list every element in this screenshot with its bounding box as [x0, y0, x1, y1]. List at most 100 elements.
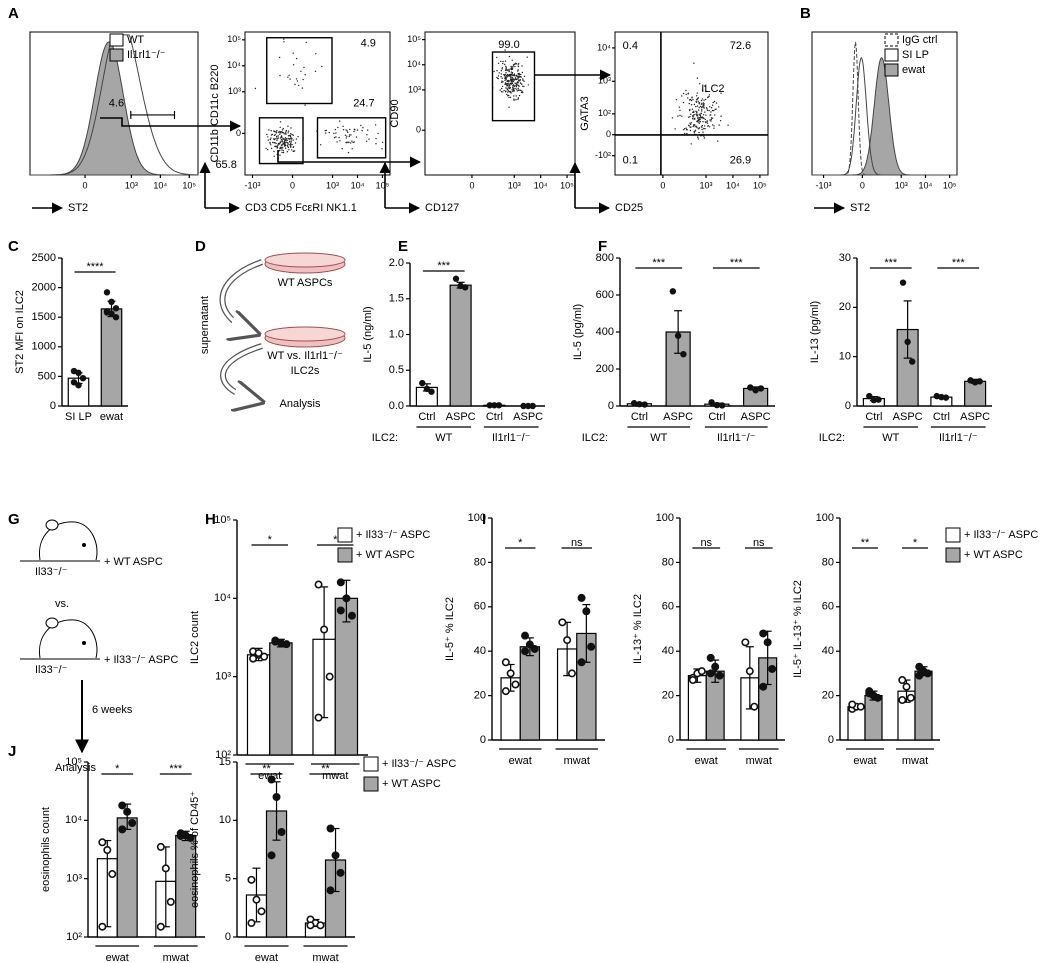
- event-dot: [697, 100, 699, 103]
- y-tick-label: 5: [225, 873, 231, 885]
- event-dot: [374, 124, 377, 126]
- event-dot: [276, 137, 278, 139]
- data-point: [521, 631, 530, 640]
- event-dot: [302, 78, 304, 81]
- event-dot: [703, 135, 705, 137]
- event-dot: [696, 92, 698, 94]
- event-dot: [681, 115, 683, 117]
- event-dot: [285, 138, 287, 141]
- y-tick-label: 10³: [66, 873, 82, 885]
- significance-label: ns: [571, 537, 583, 549]
- group-label: Il1rl1⁻/⁻: [492, 432, 531, 444]
- category-label: SI LP: [65, 411, 92, 423]
- event-dot: [516, 90, 518, 92]
- legend-swatch: [884, 48, 899, 62]
- event-dot: [711, 117, 714, 120]
- event-dot: [285, 131, 287, 133]
- event-dot: [693, 111, 695, 114]
- data-point: [166, 897, 175, 906]
- endpoint: Analysis: [55, 762, 96, 774]
- event-dot: [510, 76, 512, 79]
- event-dot: [321, 65, 323, 68]
- event-dot: [360, 124, 362, 127]
- event-dot: [678, 106, 680, 108]
- event-dot: [280, 132, 282, 134]
- event-dot: [274, 145, 277, 148]
- category-label: Ctrl: [708, 411, 725, 423]
- event-dot: [290, 143, 292, 145]
- event-dot: [703, 128, 705, 130]
- significance-label: ***: [169, 763, 183, 775]
- data-point: [495, 402, 503, 409]
- event-dot: [688, 102, 690, 105]
- plot-frame: [424, 31, 576, 176]
- event-dot: [504, 63, 506, 66]
- y-tick-label: 500: [38, 370, 56, 382]
- y-tick-label: 800: [596, 252, 614, 264]
- event-dot: [519, 89, 521, 91]
- mouse-icon: [45, 617, 59, 629]
- event-dot: [510, 65, 512, 68]
- event-dot: [501, 80, 503, 82]
- y-tick-label: 0: [50, 400, 56, 412]
- annotation: ILC2: [701, 83, 724, 95]
- legend-swatch: [109, 33, 124, 47]
- y-axis-label: eosinophils count: [40, 807, 52, 892]
- event-dot: [499, 89, 501, 91]
- event-dot: [287, 132, 289, 134]
- event-dot: [361, 130, 363, 132]
- event-dot: [517, 87, 519, 90]
- event-dot: [284, 145, 286, 147]
- legend-swatch: [337, 547, 353, 563]
- event-dot: [277, 135, 279, 137]
- event-dot: [351, 140, 353, 142]
- event-dot: [515, 95, 517, 97]
- event-dot: [285, 133, 287, 135]
- event-dot: [703, 107, 705, 109]
- duration: 6 weeks: [92, 704, 133, 716]
- event-dot: [511, 89, 513, 91]
- panel-letter: F: [598, 238, 607, 255]
- event-dot: [290, 133, 292, 135]
- event-dot: [520, 89, 522, 92]
- event-dot: [334, 128, 337, 131]
- y-tick-label: 1.5: [389, 293, 404, 305]
- data-point: [577, 593, 586, 602]
- event-dot: [714, 114, 716, 116]
- event-dot: [506, 69, 508, 71]
- event-dot: [295, 57, 298, 60]
- data-point: [501, 687, 510, 696]
- event-dot: [342, 129, 345, 131]
- event-dot: [281, 149, 283, 151]
- event-dot: [690, 122, 693, 124]
- data-point: [176, 831, 185, 840]
- y-tick-label: 2.0: [389, 257, 404, 269]
- category-label: ASPC: [960, 411, 990, 423]
- y-axis-label: IL-5⁺ IL-13⁺ % ILC2: [792, 580, 804, 678]
- y-tick-label: 10²: [215, 749, 231, 761]
- event-dot: [295, 138, 298, 140]
- data-point: [103, 289, 111, 296]
- event-dot: [513, 99, 515, 101]
- event-dot: [705, 90, 707, 93]
- event-dot: [526, 56, 528, 58]
- event-dot: [700, 115, 702, 118]
- event-dot: [503, 74, 506, 77]
- event-dot: [706, 122, 709, 124]
- event-dot: [702, 117, 704, 119]
- event-dot: [333, 136, 336, 139]
- event-dot: [300, 70, 302, 73]
- event-dot: [507, 91, 509, 93]
- event-dot: [704, 111, 706, 113]
- event-dot: [684, 128, 686, 130]
- event-dot: [279, 126, 281, 129]
- event-dot: [290, 127, 292, 129]
- event-dot: [510, 75, 512, 77]
- event-dot: [342, 125, 344, 128]
- data-point: [491, 402, 498, 409]
- event-dot: [279, 133, 281, 135]
- data-point: [521, 647, 530, 656]
- event-dot: [702, 102, 705, 104]
- event-dot: [507, 90, 510, 92]
- event-dot: [679, 109, 681, 112]
